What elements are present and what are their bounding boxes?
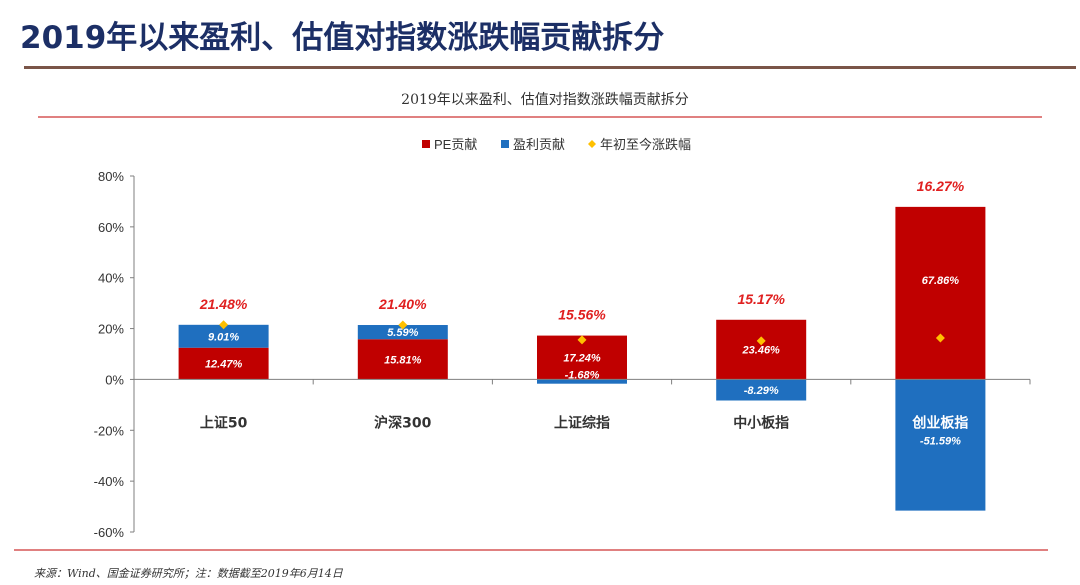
marker-change <box>935 333 945 343</box>
legend-label-1: 盈利贡献 <box>513 137 565 152</box>
data-label-profit: 5.59% <box>387 327 418 339</box>
chart-legend: PE贡献 盈利贡献 年初至今涨跌幅 <box>422 137 691 152</box>
bar-profit <box>357 325 448 340</box>
legend-label-0: PE贡献 <box>434 137 477 152</box>
legend-swatch-2 <box>588 140 596 148</box>
chart-title: 2019年以来盈利、估值对指数涨跌幅贡献拆分 <box>401 92 689 108</box>
legend-label-2: 年初至今涨跌幅 <box>600 137 691 152</box>
bar-pe <box>178 347 269 380</box>
data-label-pe: 15.81% <box>384 354 422 366</box>
y-tick-label: 20% <box>98 322 124 337</box>
category-label: 创业板指 <box>911 414 968 431</box>
category-label: 沪深300 <box>374 414 431 431</box>
plot-area: 12.47% 9.01% 21.48% 上证50 15.81% 5.59% 21.40% 沪深… <box>134 178 1031 511</box>
bar-pe <box>895 206 986 380</box>
y-tick-label: 0% <box>105 372 124 387</box>
bar-pe <box>357 339 448 380</box>
source-note: 来源：Wind、国金证券研究所；注：数据截至2019年6月14日 <box>34 567 343 580</box>
y-tick-label: -40% <box>94 474 125 489</box>
data-label-change: 21.40% <box>378 296 427 312</box>
data-label-change: 21.48% <box>199 296 248 312</box>
marker-change <box>756 336 766 346</box>
category-label: 中小板指 <box>733 414 789 431</box>
data-label-change: 16.27% <box>917 178 965 194</box>
data-label-pe: 23.46% <box>742 345 781 357</box>
data-label-profit: -51.59% <box>920 435 961 447</box>
data-label-pe: 17.24% <box>563 353 601 365</box>
bar-pe <box>716 319 807 380</box>
data-label-profit: -8.29% <box>744 385 779 397</box>
category-label: 上证50 <box>200 415 248 431</box>
y-tick-label: 60% <box>98 220 124 235</box>
y-tick-label: 80% <box>98 169 124 184</box>
y-tick-label: -60% <box>94 525 125 540</box>
marker-change <box>577 335 587 345</box>
y-axis: 80% 60% 40% 20% 0% -20% -40% -60% <box>94 169 135 540</box>
data-label-change: 15.56% <box>558 307 606 323</box>
marker-change <box>219 320 229 330</box>
marker-change <box>398 320 408 330</box>
bar-profit <box>895 379 986 511</box>
title-divider <box>24 66 1076 69</box>
data-label-pe: 12.47% <box>205 358 243 370</box>
data-label-profit: 9.01% <box>208 331 239 343</box>
legend-swatch-0 <box>422 140 430 148</box>
category-label: 上证综指 <box>554 414 610 431</box>
y-tick-label: 40% <box>98 271 124 286</box>
data-label-profit: -1.68% <box>565 369 600 381</box>
bar-profit <box>537 379 627 384</box>
page-title: 2019年以来盈利、估值对指数涨跌幅贡献拆分 <box>20 20 665 56</box>
bar-profit <box>178 324 269 348</box>
bar-profit <box>716 379 807 401</box>
data-label-change: 15.17% <box>737 291 785 307</box>
y-tick-label: -20% <box>94 423 125 438</box>
legend-swatch-1 <box>501 140 509 148</box>
data-label-pe: 67.86% <box>922 275 960 287</box>
